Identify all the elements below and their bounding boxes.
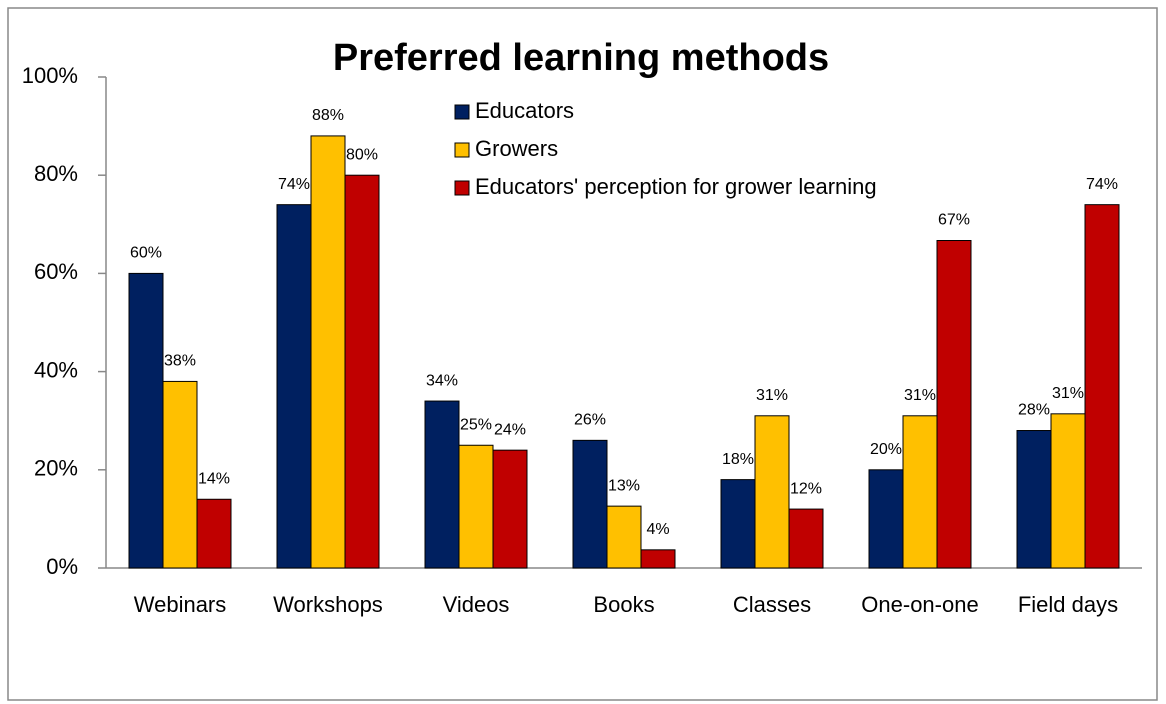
bar	[424, 400, 460, 569]
bar	[720, 479, 756, 569]
legend-label: Growers	[475, 136, 558, 161]
y-tick-label: 40%	[34, 357, 78, 382]
x-tick-label: Field days	[1018, 592, 1118, 617]
legend-label: Educators' perception for grower learnin…	[475, 174, 877, 199]
value-label: 38%	[164, 353, 196, 370]
bar	[1084, 204, 1120, 569]
value-label: 4%	[646, 521, 669, 538]
x-tick-label: Books	[593, 592, 654, 617]
value-label: 13%	[608, 477, 640, 494]
value-label: 88%	[312, 107, 344, 124]
value-label: 74%	[278, 176, 310, 193]
value-label: 20%	[870, 441, 902, 458]
legend-label: Educators	[475, 98, 574, 123]
value-label: 31%	[1052, 385, 1084, 402]
value-label: 31%	[756, 387, 788, 404]
value-label: 24%	[494, 421, 526, 438]
bar	[936, 240, 972, 569]
y-tick-label: 80%	[34, 161, 78, 186]
bar	[344, 174, 380, 569]
value-label: 67%	[938, 212, 970, 229]
bar	[196, 498, 232, 569]
legend-swatch	[454, 180, 470, 196]
bar	[1016, 430, 1052, 569]
value-label: 34%	[426, 372, 458, 389]
bar	[788, 508, 824, 569]
bar	[902, 415, 938, 569]
bar	[458, 444, 494, 569]
bar	[606, 505, 642, 569]
value-label: 31%	[904, 387, 936, 404]
legend-swatch	[454, 142, 470, 158]
value-label: 60%	[130, 245, 162, 262]
bar	[162, 380, 198, 569]
chart-title: Preferred learning methods	[333, 37, 829, 79]
value-label: 18%	[722, 451, 754, 468]
value-label: 26%	[574, 412, 606, 429]
bar	[572, 439, 608, 569]
y-tick-label: 20%	[34, 456, 78, 481]
value-label: 80%	[346, 146, 378, 163]
x-tick-label: Videos	[443, 592, 510, 617]
bar	[310, 135, 346, 569]
x-tick-label: One-on-one	[861, 592, 978, 617]
value-label: 12%	[790, 480, 822, 497]
value-label: 14%	[198, 470, 230, 487]
y-tick-label: 0%	[46, 554, 78, 579]
y-tick-label: 100%	[22, 63, 78, 88]
bar	[640, 549, 676, 569]
bar	[492, 449, 528, 569]
x-tick-label: Workshops	[273, 592, 383, 617]
x-tick-label: Webinars	[134, 592, 227, 617]
value-label: 25%	[460, 416, 492, 433]
value-label: 74%	[1086, 176, 1118, 193]
x-tick-label: Classes	[733, 592, 811, 617]
bar	[868, 469, 904, 569]
bar	[1050, 413, 1086, 569]
bar	[128, 272, 164, 569]
legend-swatch	[454, 104, 470, 120]
bar	[754, 415, 790, 569]
value-label: 28%	[1018, 402, 1050, 419]
bar	[276, 204, 312, 569]
y-tick-label: 60%	[34, 259, 78, 284]
